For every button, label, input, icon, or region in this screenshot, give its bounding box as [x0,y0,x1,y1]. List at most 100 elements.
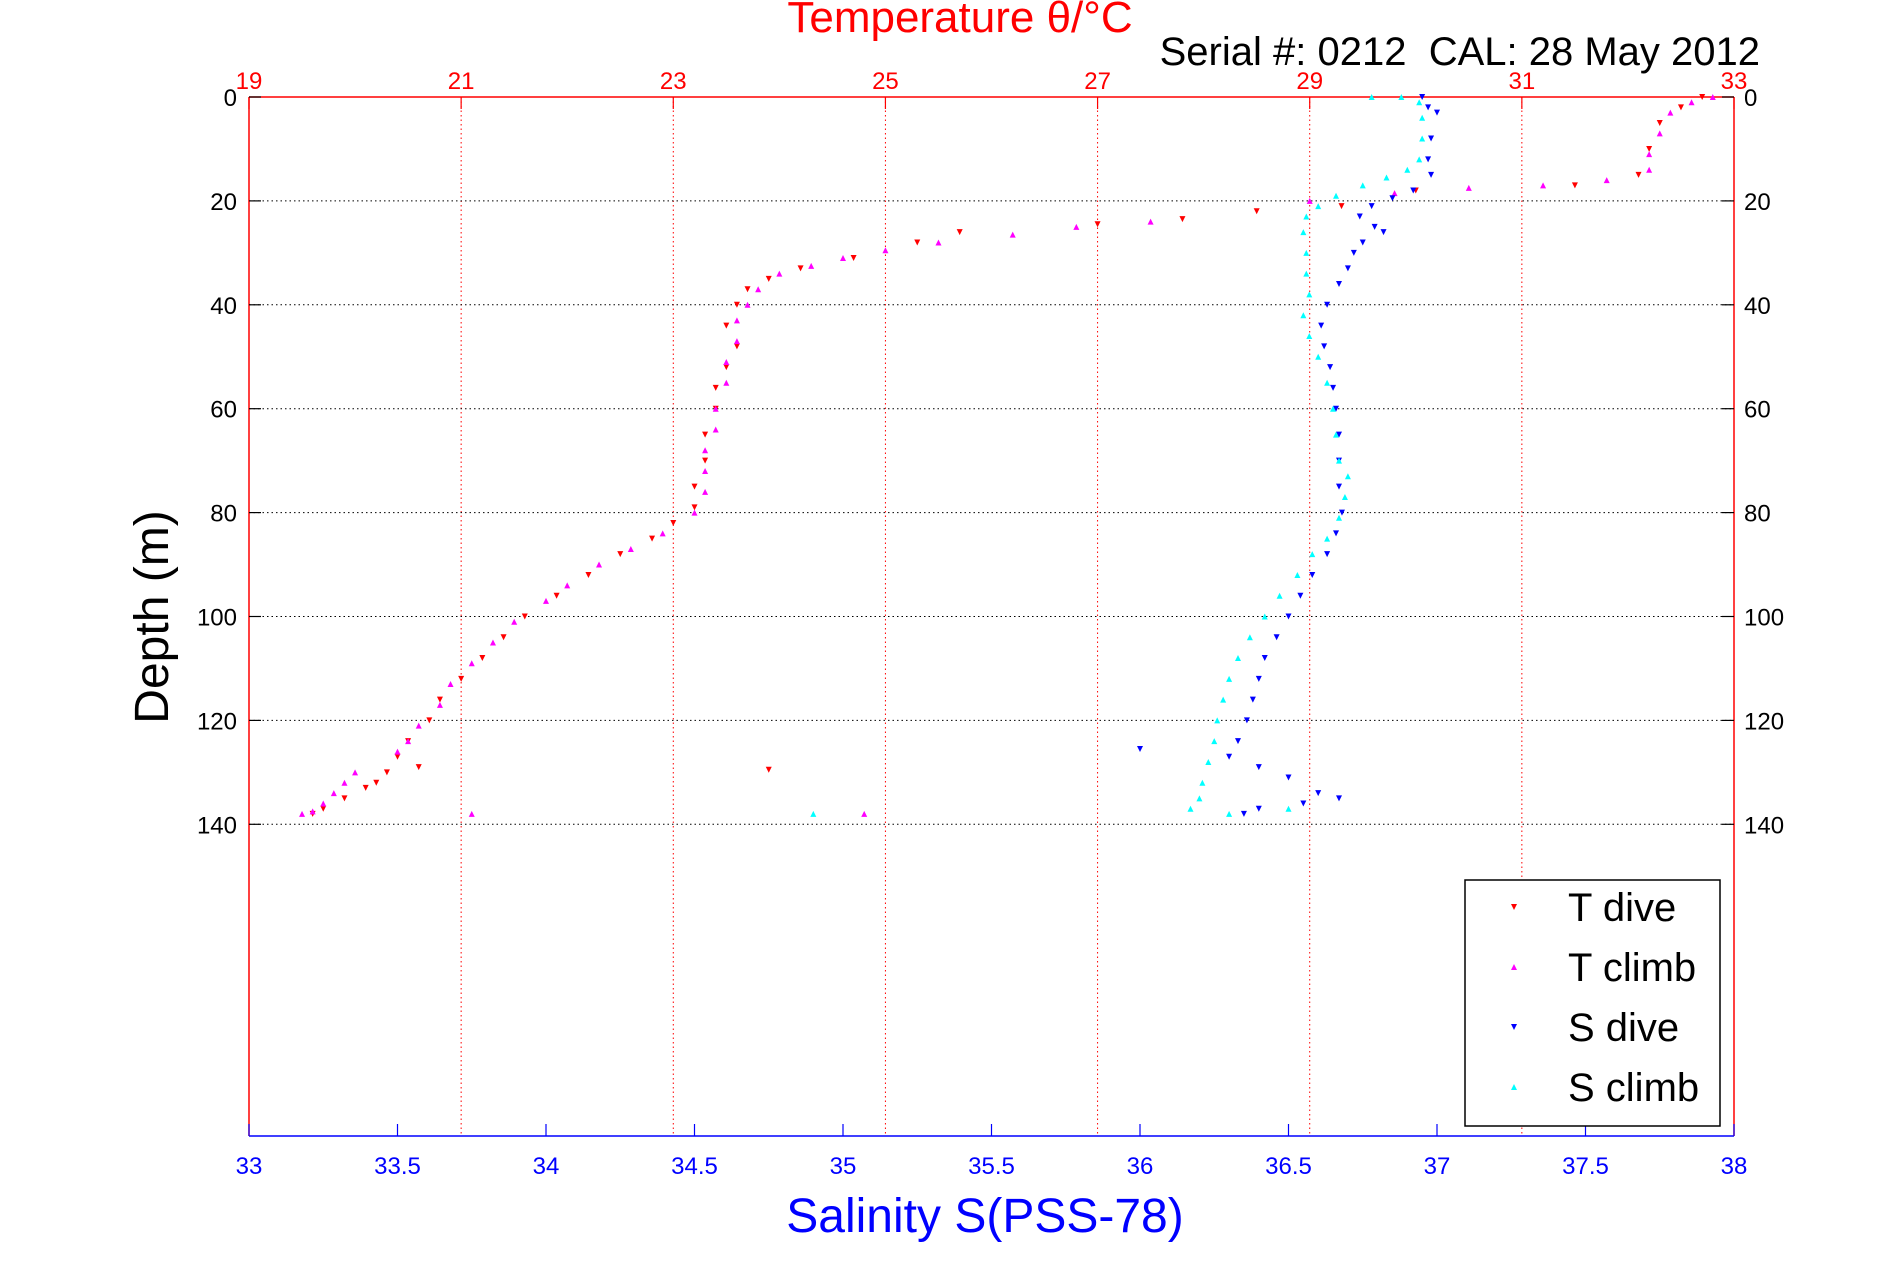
data-point [543,598,549,604]
tick-label-depth-left: 20 [210,189,237,216]
data-point [1369,203,1375,209]
data-point [1689,99,1695,105]
data-point [1300,312,1306,318]
data-point [766,276,772,282]
data-point [1318,323,1324,329]
data-point [1303,213,1309,219]
tick-label-salinity: 36 [1127,1153,1154,1180]
data-point [426,717,432,723]
data-point [861,811,867,817]
tick-label-salinity: 38 [1721,1153,1748,1180]
data-point [1336,484,1342,490]
data-point [1211,738,1217,744]
data-point [713,385,719,391]
data-point [1392,190,1398,196]
data-point [437,702,443,708]
data-point [1277,593,1283,599]
data-point [1148,219,1154,225]
data-point [1428,136,1434,142]
data-point [1428,172,1434,178]
data-point [341,780,347,786]
data-point [1425,156,1431,162]
tick-label-depth-right: 140 [1744,812,1784,839]
data-point [373,780,379,786]
data-point [1256,764,1262,770]
data-point [1196,795,1202,801]
data-point [1339,510,1345,516]
data-point [1333,193,1339,199]
data-point [1241,811,1247,817]
data-point [1389,195,1395,201]
data-point [702,458,708,464]
data-point [1187,806,1193,812]
data-point [935,239,941,245]
data-point [1540,182,1546,188]
tick-label-depth-right: 20 [1744,189,1771,216]
data-point [810,811,816,817]
data-point [1315,203,1321,209]
data-point [1315,354,1321,360]
series-t-dive [310,94,1706,817]
data-point [1137,746,1143,752]
data-point [1179,216,1185,222]
data-point [1434,110,1440,116]
data-point [1336,515,1342,521]
data-point [851,255,857,261]
data-point [1324,536,1330,542]
series-t-climb [299,94,1716,817]
data-point [1010,232,1016,238]
legend-label: S climb [1568,1066,1699,1110]
data-point [511,619,517,625]
data-point [755,286,761,292]
data-point [352,769,358,775]
legend-label: T climb [1568,946,1696,990]
data-point [1330,385,1336,391]
tick-label-salinity: 34.5 [671,1153,718,1180]
data-point [1095,221,1101,227]
tick-label-salinity: 33.5 [374,1153,421,1180]
legend-label: T dive [1568,886,1676,930]
data-point [617,551,623,557]
data-point [1336,795,1342,801]
data-point [395,754,401,760]
data-point [702,489,708,495]
data-point [702,432,708,438]
data-point [670,520,676,526]
data-point [692,504,698,510]
data-point [692,510,698,516]
data-point [957,229,963,235]
data-point [1657,120,1663,126]
data-point [395,749,401,755]
data-point [554,593,560,599]
data-point [1327,364,1333,370]
data-point [1336,281,1342,287]
data-point [660,530,666,536]
data-point [1199,780,1205,786]
data-point [299,811,305,817]
tick-label-temperature: 27 [1084,68,1111,95]
data-point [745,286,751,292]
data-point [798,265,804,271]
data-point [1303,250,1309,256]
data-point [320,806,326,812]
data-point [723,380,729,386]
series-s-dive [1137,94,1440,817]
x-axis-label: Salinity S(PSS-78) [786,1190,1183,1243]
data-point [1254,208,1260,214]
data-point [882,247,888,253]
data-point [1604,177,1610,183]
data-point [363,785,369,791]
data-point [1466,185,1472,191]
data-point [1262,655,1268,661]
data-point [1342,494,1348,500]
tick-label-depth-right: 40 [1744,293,1771,320]
data-point [331,790,337,796]
tick-label-salinity: 33 [236,1153,263,1180]
data-point [1646,151,1652,157]
data-point [734,343,740,349]
data-point [341,795,347,801]
data-point [1381,229,1387,235]
tick-label-temperature: 25 [872,68,899,95]
data-point [1667,110,1673,116]
data-point [628,546,634,552]
